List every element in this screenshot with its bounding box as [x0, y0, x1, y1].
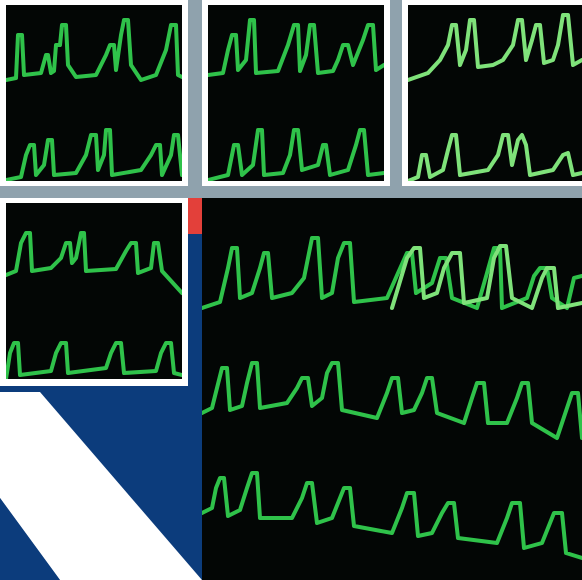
ecg-waveform — [408, 13, 582, 82]
ecg-waveform — [6, 128, 182, 181]
ecg-waveform — [6, 18, 182, 82]
divider-horizontal — [0, 186, 582, 198]
ecg-waveform — [208, 128, 384, 181]
ecg-waveform — [202, 361, 582, 440]
ecg-main-panel — [202, 198, 582, 580]
ecg-thumbnail-3 — [408, 5, 582, 181]
ecg-trace-4 — [6, 231, 182, 379]
ecg-trace-main — [202, 236, 582, 560]
ecg-trace-1 — [6, 18, 182, 181]
ecg-waveform — [408, 133, 582, 181]
ecg-waveform — [208, 18, 384, 77]
decorative-corner-panel — [0, 198, 202, 580]
ecg-thumbnail-2 — [208, 5, 384, 181]
ecg-waveform — [6, 341, 182, 379]
ecg-trace-2 — [208, 18, 384, 181]
white-diagonal — [0, 392, 202, 580]
ecg-thumbnail-4 — [6, 203, 182, 379]
ecg-thumbnail-1 — [6, 5, 182, 181]
ecg-waveform — [202, 471, 582, 560]
navy-corner — [0, 498, 60, 580]
ecg-waveform — [6, 231, 182, 295]
divider-vertical-1 — [188, 0, 202, 186]
ecg-waveform — [390, 244, 582, 310]
ecg-trace-3 — [408, 13, 582, 181]
accent-red-bar — [188, 198, 202, 234]
corner-graphic — [0, 198, 202, 580]
ecg-waveform — [202, 236, 582, 310]
divider-vertical-2 — [390, 0, 402, 186]
